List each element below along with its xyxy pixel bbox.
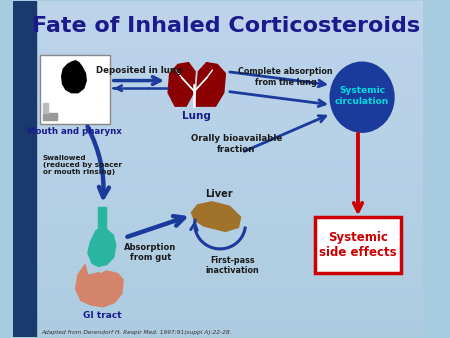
Bar bbox=[14, 1, 36, 337]
Bar bbox=[14, 208, 423, 214]
Bar bbox=[14, 169, 423, 175]
Bar bbox=[14, 79, 423, 85]
Bar bbox=[14, 23, 423, 29]
Bar bbox=[14, 28, 423, 34]
Text: Deposited in lung: Deposited in lung bbox=[95, 66, 182, 75]
Bar bbox=[14, 68, 423, 74]
Polygon shape bbox=[88, 229, 116, 266]
Bar bbox=[14, 297, 423, 304]
Bar bbox=[14, 6, 423, 12]
Bar bbox=[14, 96, 423, 102]
Text: Swallowed
(reduced by spacer
or mouth rinsing): Swallowed (reduced by spacer or mouth ri… bbox=[43, 154, 122, 174]
Bar bbox=[14, 107, 423, 113]
Bar bbox=[14, 253, 423, 259]
Bar bbox=[98, 207, 106, 231]
Bar bbox=[14, 303, 423, 309]
Bar bbox=[14, 269, 423, 275]
Bar bbox=[14, 314, 423, 320]
Bar bbox=[14, 219, 423, 225]
Bar bbox=[14, 141, 423, 147]
Bar bbox=[40, 54, 110, 124]
Bar bbox=[43, 103, 48, 113]
Bar bbox=[14, 225, 423, 231]
Bar bbox=[14, 34, 423, 40]
Bar bbox=[14, 286, 423, 292]
Bar bbox=[14, 84, 423, 91]
Bar bbox=[14, 62, 423, 68]
Text: Mouth and pharynx: Mouth and pharynx bbox=[27, 127, 122, 136]
Bar bbox=[14, 202, 423, 208]
Polygon shape bbox=[191, 202, 241, 232]
Bar bbox=[14, 73, 423, 79]
Text: Adapted from Derendorf H. Respir Med. 1997;91(suppl A):22-28.: Adapted from Derendorf H. Respir Med. 19… bbox=[41, 330, 232, 335]
Polygon shape bbox=[168, 63, 195, 106]
FancyBboxPatch shape bbox=[315, 217, 400, 273]
Bar bbox=[14, 11, 423, 18]
Bar bbox=[14, 331, 423, 337]
Bar bbox=[14, 135, 423, 141]
Polygon shape bbox=[195, 63, 225, 106]
Bar bbox=[14, 90, 423, 96]
Bar bbox=[14, 157, 423, 163]
Text: Absorption
from gut: Absorption from gut bbox=[124, 243, 177, 262]
Bar bbox=[14, 17, 423, 23]
Bar bbox=[43, 113, 57, 120]
Bar bbox=[14, 264, 423, 270]
Bar bbox=[14, 275, 423, 281]
Bar bbox=[14, 51, 423, 57]
Text: Complete absorption
from the lung: Complete absorption from the lung bbox=[238, 67, 333, 87]
Bar bbox=[14, 174, 423, 180]
Bar bbox=[14, 45, 423, 51]
Bar bbox=[14, 124, 423, 130]
Bar bbox=[14, 0, 423, 6]
Bar bbox=[14, 40, 423, 46]
Text: Lung: Lung bbox=[182, 111, 211, 121]
Text: Systemic
side effects: Systemic side effects bbox=[319, 231, 397, 259]
Circle shape bbox=[330, 62, 394, 132]
Bar bbox=[14, 146, 423, 152]
Bar bbox=[14, 129, 423, 135]
Bar bbox=[14, 241, 423, 247]
Bar bbox=[14, 118, 423, 124]
Bar bbox=[14, 185, 423, 191]
Bar bbox=[14, 258, 423, 264]
Bar bbox=[14, 113, 423, 119]
Bar bbox=[14, 197, 423, 203]
Text: Systemic
circulation: Systemic circulation bbox=[335, 86, 389, 105]
Bar bbox=[14, 101, 423, 107]
Bar bbox=[14, 292, 423, 298]
Bar bbox=[14, 56, 423, 63]
Bar bbox=[14, 213, 423, 219]
Polygon shape bbox=[62, 61, 86, 93]
Bar bbox=[14, 236, 423, 242]
Bar bbox=[14, 191, 423, 197]
Text: Fate of Inhaled Corticosteroids: Fate of Inhaled Corticosteroids bbox=[32, 17, 420, 37]
Bar bbox=[14, 320, 423, 326]
Bar bbox=[14, 281, 423, 287]
Bar bbox=[14, 163, 423, 169]
Bar bbox=[14, 180, 423, 186]
Text: GI tract: GI tract bbox=[83, 311, 122, 320]
Bar bbox=[14, 309, 423, 315]
Polygon shape bbox=[76, 265, 123, 307]
Text: First-pass
inactivation: First-pass inactivation bbox=[206, 256, 259, 275]
Text: Orally bioavailable
fraction: Orally bioavailable fraction bbox=[191, 135, 282, 154]
Bar bbox=[14, 230, 423, 236]
Bar bbox=[14, 152, 423, 158]
Bar bbox=[14, 247, 423, 253]
Bar bbox=[14, 325, 423, 332]
Text: Liver: Liver bbox=[205, 189, 233, 199]
